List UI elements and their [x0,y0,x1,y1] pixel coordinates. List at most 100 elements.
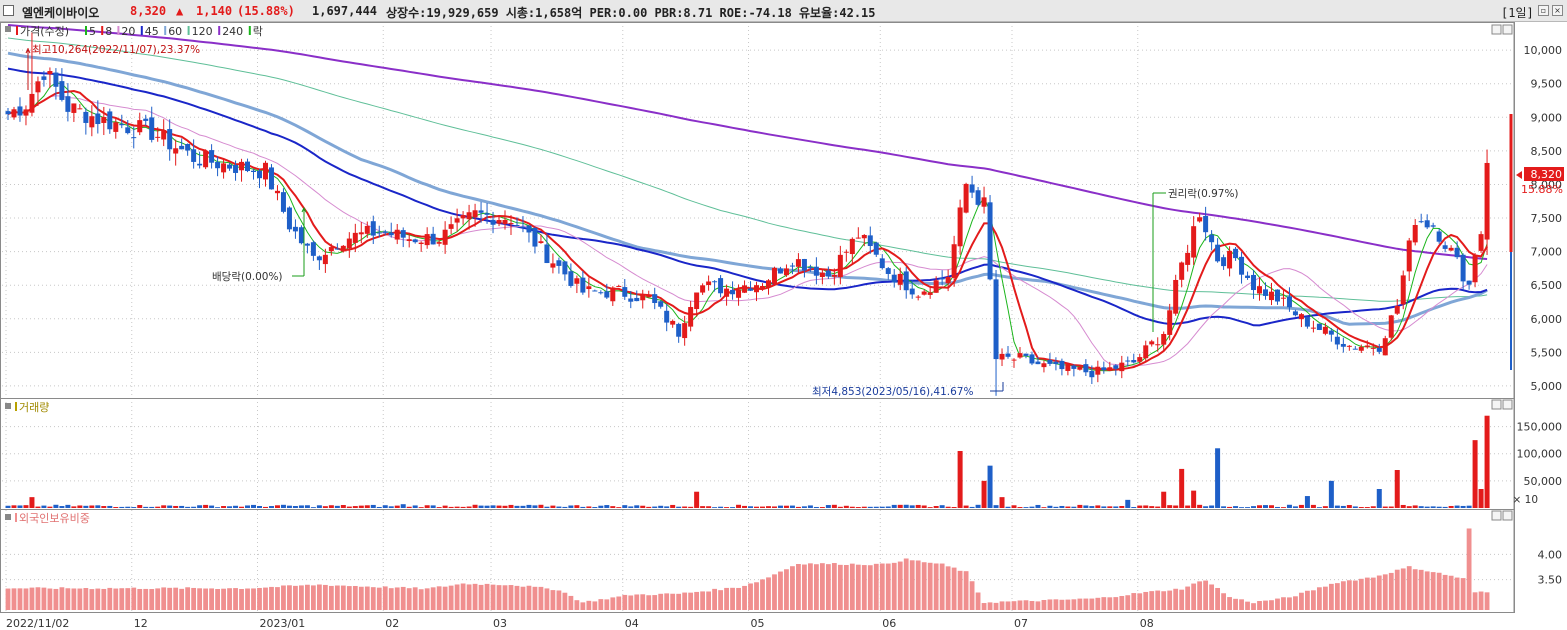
volume-tick-label: 100,000 [1517,448,1563,461]
foreign-ratio-bar [23,588,29,610]
legend-swatch [140,26,143,35]
candle-body [1424,220,1430,228]
volume-bar [358,505,364,508]
candle-body [215,161,221,169]
candle-body [532,227,538,247]
foreign-panel-close-icon[interactable] [1502,510,1513,521]
candle-body [233,164,239,173]
volume-bar [245,505,251,508]
quote-header: 엘엔케이바이오 8,320 ▲ 1,140 (15.88%) 1,697,444… [0,0,1567,22]
volume-bar [1185,505,1191,508]
volume-bar [1167,505,1173,508]
volume-bar [742,505,748,508]
candle-body [346,238,352,249]
candle-body [472,210,478,218]
foreign-ratio-bar [1251,603,1256,610]
foreign-ratio-bar [1436,572,1442,610]
candle-body [754,285,760,293]
volume-bar [592,507,598,508]
volume-bar [328,505,334,508]
candle-body [125,127,131,134]
close-icon[interactable]: × [1552,5,1563,16]
legend-swatch [16,26,18,35]
volume-bar [1089,506,1095,508]
x-tick-label: 2023/01 [260,617,306,630]
candle-body [1137,357,1143,362]
foreign-ratio-bar [305,584,310,610]
volume-bar [789,505,795,508]
candle-body [1089,370,1095,378]
candle-body [424,234,430,246]
foreign-ratio-bar [5,588,11,610]
x-axis: 2022/11/02 12 2023/01 02 03 04 05 06 07 08 [6,617,1154,630]
candle-body [304,243,310,246]
candle-body [1071,365,1077,369]
volume-bar [1209,505,1215,508]
foreign-ratio-bar [263,587,268,610]
volume-bar [430,505,436,508]
foreign-ratio-bar [1430,572,1436,610]
candle-body [891,274,897,283]
candle-body [466,212,472,220]
volume-bar [676,506,682,508]
foreign-ratio-bar [670,593,676,610]
volume-bar [604,505,610,508]
foreign-ratio-bar [819,563,825,610]
candle-body [712,281,718,283]
volume-bar [508,504,514,508]
candle-body [843,251,849,253]
volume-bar [143,506,149,508]
candle-body [771,267,777,284]
price-panel-max-icon[interactable] [1491,24,1502,35]
candle-body [322,254,328,265]
foreign-ratio-bar [167,587,173,610]
candle-body [376,232,382,234]
volume-bar [544,506,550,508]
foreign-ratio-bar [1155,590,1161,610]
foreign-ratio-bar [293,585,298,610]
volume-bar [1095,505,1101,508]
candle-body [634,297,640,302]
candle-body [1047,359,1053,364]
candle-body [807,267,813,269]
volume-header: 거래량 × 10 [5,401,1538,506]
period-selector[interactable]: [1일] [1501,6,1534,20]
volume-panel-close-icon[interactable] [1502,399,1513,410]
restore-icon[interactable]: ▫ [1538,5,1549,16]
candle-body [1292,311,1298,316]
volume-bar [239,506,245,508]
volume-bar [47,506,53,508]
foreign-ratio-bar [825,564,831,610]
candle-body [47,71,53,75]
price-legend-toggle[interactable] [5,26,11,32]
candle-body [1011,359,1017,361]
volume-panel-max-icon[interactable] [1491,399,1502,410]
volume-bar [262,506,268,508]
volume-title: 거래량 [19,401,49,414]
foreign-ratio-bar [364,586,370,610]
price-change-pct: (15.88%) [237,4,295,18]
foreign-ratio-bar [730,587,735,610]
volume-bar [1155,506,1161,508]
candle-body [526,225,532,233]
candle-body [969,184,975,193]
volume-bar [1131,507,1137,508]
candle-body [185,144,191,151]
candle-body [1233,248,1239,259]
legend-label: 가격(수정) [20,25,69,38]
volume-bar [1011,505,1017,508]
foreign-ratio-bar [1023,600,1029,610]
candle-body [1155,344,1161,346]
volume-bar [1107,506,1113,508]
candle-body [598,292,604,294]
foreign-panel-max-icon[interactable] [1491,510,1502,521]
volume-bar [436,507,442,508]
volume-bar [71,506,77,508]
candle-body [167,129,173,150]
volume-bar [1203,506,1209,508]
select-checkbox[interactable] [3,5,14,16]
candle-body [1268,291,1274,301]
volume-bar [203,504,209,508]
x-tick-label: 02 [385,617,399,630]
price-panel-close-icon[interactable] [1502,24,1513,35]
